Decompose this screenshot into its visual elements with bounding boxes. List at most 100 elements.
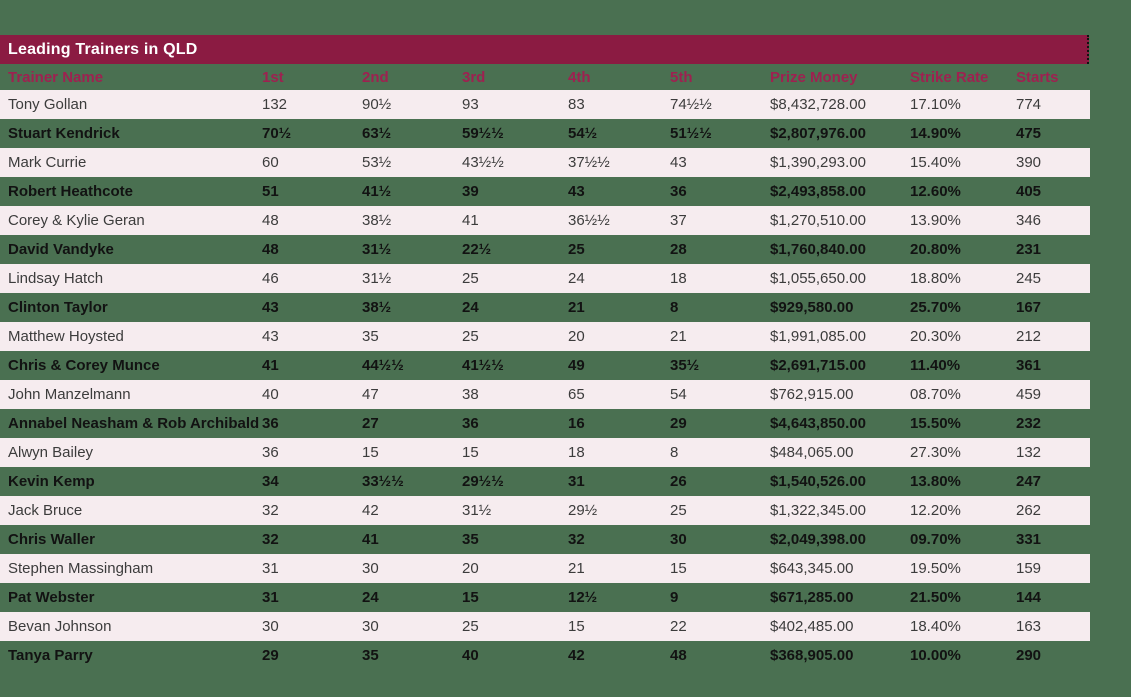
header-cell-1st: 1st — [262, 68, 284, 86]
table-cell: 17.10% — [910, 96, 961, 113]
table-cell: 26 — [670, 473, 687, 490]
table-row: Lindsay Hatch 46 31½ 25 24 18 $1,055,650.00 18.… — [0, 264, 1090, 293]
table-cell: 36 — [462, 415, 479, 432]
table-cell: $1,055,650.00 — [770, 270, 866, 287]
header-cell-4th: 4th — [568, 68, 591, 86]
table-cell: 48 — [262, 212, 279, 229]
table-cell: $1,760,840.00 — [770, 241, 866, 258]
table-cell: 25 — [462, 328, 479, 345]
table-cell: 24 — [462, 299, 479, 316]
table-cell: $1,540,526.00 — [770, 473, 866, 490]
table-cell: 232 — [1016, 415, 1042, 432]
table-cell: 39 — [462, 183, 479, 200]
table-cell: 38 — [462, 386, 479, 403]
table-cell: 12.60% — [910, 183, 961, 200]
table-cell: $1,390,293.00 — [770, 154, 866, 171]
trainer-name-cell: Corey & Kylie Geran — [8, 212, 145, 229]
table-cell: 29½ — [568, 502, 598, 519]
table-cell: 40 — [462, 647, 479, 664]
table-cell: 14.90% — [910, 125, 961, 142]
table-cell: 33½½ — [362, 473, 404, 490]
trainer-name-cell: Stuart Kendrick — [8, 125, 120, 142]
table-cell: 32 — [568, 531, 585, 548]
table-cell: $368,905.00 — [770, 647, 854, 664]
table-cell: 35 — [462, 531, 479, 548]
table-cell: 27 — [362, 415, 379, 432]
table-cell: 459 — [1016, 386, 1042, 403]
table-cell: 36 — [670, 183, 687, 200]
table-cell: 25.70% — [910, 299, 961, 316]
table-cell: 65 — [568, 386, 585, 403]
table-cell: 46 — [262, 270, 279, 287]
table-cell: 132 — [262, 96, 288, 113]
table-cell: 25 — [462, 618, 479, 635]
table-cell: 262 — [1016, 502, 1042, 519]
panel-title: Leading Trainers in QLD — [8, 40, 198, 58]
table-cell: 38½ — [362, 299, 392, 316]
table-cell: 390 — [1016, 154, 1042, 171]
table-cell: 43 — [262, 299, 279, 316]
table-cell: $4,643,850.00 — [770, 415, 866, 432]
table-row: Bevan Johnson 30 30 25 15 22 $402,485.00 18.40%… — [0, 612, 1090, 641]
table-cell: $2,807,976.00 — [770, 125, 866, 142]
table-cell: 24 — [362, 589, 379, 606]
table-cell: 8 — [670, 444, 679, 461]
table-cell: $2,493,858.00 — [770, 183, 866, 200]
table-cell: 25 — [568, 241, 585, 258]
trainer-name-cell: David Vandyke — [8, 241, 114, 258]
table-cell: 25 — [670, 502, 687, 519]
table-row: Pat Webster 31 24 15 12½ 9 $671,285.00 21.50% 14… — [0, 583, 1090, 612]
table-cell: 20.80% — [910, 241, 961, 258]
table-cell: 41½ — [362, 183, 392, 200]
table-cell: 48 — [670, 647, 687, 664]
table-cell: $762,915.00 — [770, 386, 854, 403]
table-cell: 12.20% — [910, 502, 961, 519]
table-cell: 774 — [1016, 96, 1042, 113]
table-cell: 38½ — [362, 212, 392, 229]
table-cell: 18.40% — [910, 618, 961, 635]
table-row: Alwyn Bailey 36 15 15 18 8 $484,065.00 27.30% 13… — [0, 438, 1090, 467]
trainer-name-cell: John Manzelmann — [8, 386, 131, 403]
table-cell: 37½½ — [568, 154, 610, 171]
table-cell: 144 — [1016, 589, 1042, 606]
table-cell: 15 — [462, 589, 479, 606]
table-cell: 41½½ — [462, 357, 504, 374]
table-cell: 22 — [670, 618, 687, 635]
table-cell: 9 — [670, 589, 679, 606]
table-row: Chris Waller 32 41 35 32 30 $2,049,398.00 09.70… — [0, 525, 1090, 554]
header-cell-2nd: 2nd — [362, 68, 389, 86]
table-row: Mark Currie 60 53½ 43½½ 37½½ 43 $1,390,293.00 1… — [0, 148, 1090, 177]
table-cell: 83 — [568, 96, 585, 113]
table-cell: 40 — [262, 386, 279, 403]
table-cell: 15 — [462, 444, 479, 461]
table-cell: $402,485.00 — [770, 618, 854, 635]
trainer-name-cell: Annabel Neasham & Rob Archibald — [8, 415, 260, 432]
table-cell: 31½ — [462, 502, 492, 519]
table-cell: 21 — [568, 299, 585, 316]
table-cell: $2,049,398.00 — [770, 531, 866, 548]
table-cell: $671,285.00 — [770, 589, 854, 606]
table-cell: 10.00% — [910, 647, 961, 664]
table-cell: 15 — [568, 618, 585, 635]
trainer-name-cell: Chris & Corey Munce — [8, 357, 160, 374]
table-cell: 231 — [1016, 241, 1042, 258]
table-cell: 159 — [1016, 560, 1042, 577]
table-row: Clinton Taylor 43 38½ 24 21 8 $929,580.00 25.70… — [0, 293, 1090, 322]
table-cell: 163 — [1016, 618, 1042, 635]
table-cell: 59½½ — [462, 125, 504, 142]
table-cell: 13.80% — [910, 473, 961, 490]
trainer-name-cell: Mark Currie — [8, 154, 87, 171]
table-header-row: Trainer Name 1st 2nd 3rd 4th 5th Prize Money St… — [0, 64, 1090, 90]
table-cell: 20 — [462, 560, 479, 577]
trainer-name-cell: Tanya Parry — [8, 647, 93, 664]
table-cell: 41 — [362, 531, 379, 548]
table-cell: 28 — [670, 241, 687, 258]
table-cell: 31½ — [362, 241, 392, 258]
table-cell: 331 — [1016, 531, 1042, 548]
table-cell: 31½ — [362, 270, 392, 287]
table-cell: 29½½ — [462, 473, 504, 490]
table-cell: 22½ — [462, 241, 492, 258]
table-cell: 54½ — [568, 125, 598, 142]
table-cell: 32 — [262, 531, 279, 548]
table-row: Tanya Parry 29 35 40 42 48 $368,905.00 10.00% 29… — [0, 641, 1090, 670]
